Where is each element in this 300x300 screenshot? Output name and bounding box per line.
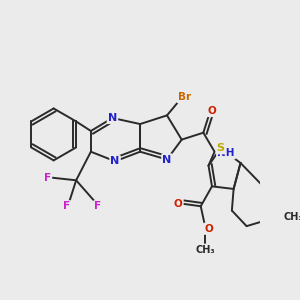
Text: N: N	[110, 156, 120, 166]
Text: S: S	[217, 143, 225, 153]
Text: O: O	[208, 106, 216, 116]
Text: O: O	[204, 224, 213, 234]
Text: F: F	[63, 201, 70, 211]
Text: NH: NH	[217, 148, 235, 158]
Text: N: N	[162, 154, 172, 164]
Text: F: F	[94, 201, 101, 211]
Text: CH₃: CH₃	[284, 212, 300, 223]
Text: N: N	[108, 113, 117, 123]
Text: O: O	[174, 199, 183, 208]
Text: Br: Br	[178, 92, 191, 102]
Text: CH₃: CH₃	[195, 245, 215, 255]
Text: F: F	[44, 173, 51, 183]
